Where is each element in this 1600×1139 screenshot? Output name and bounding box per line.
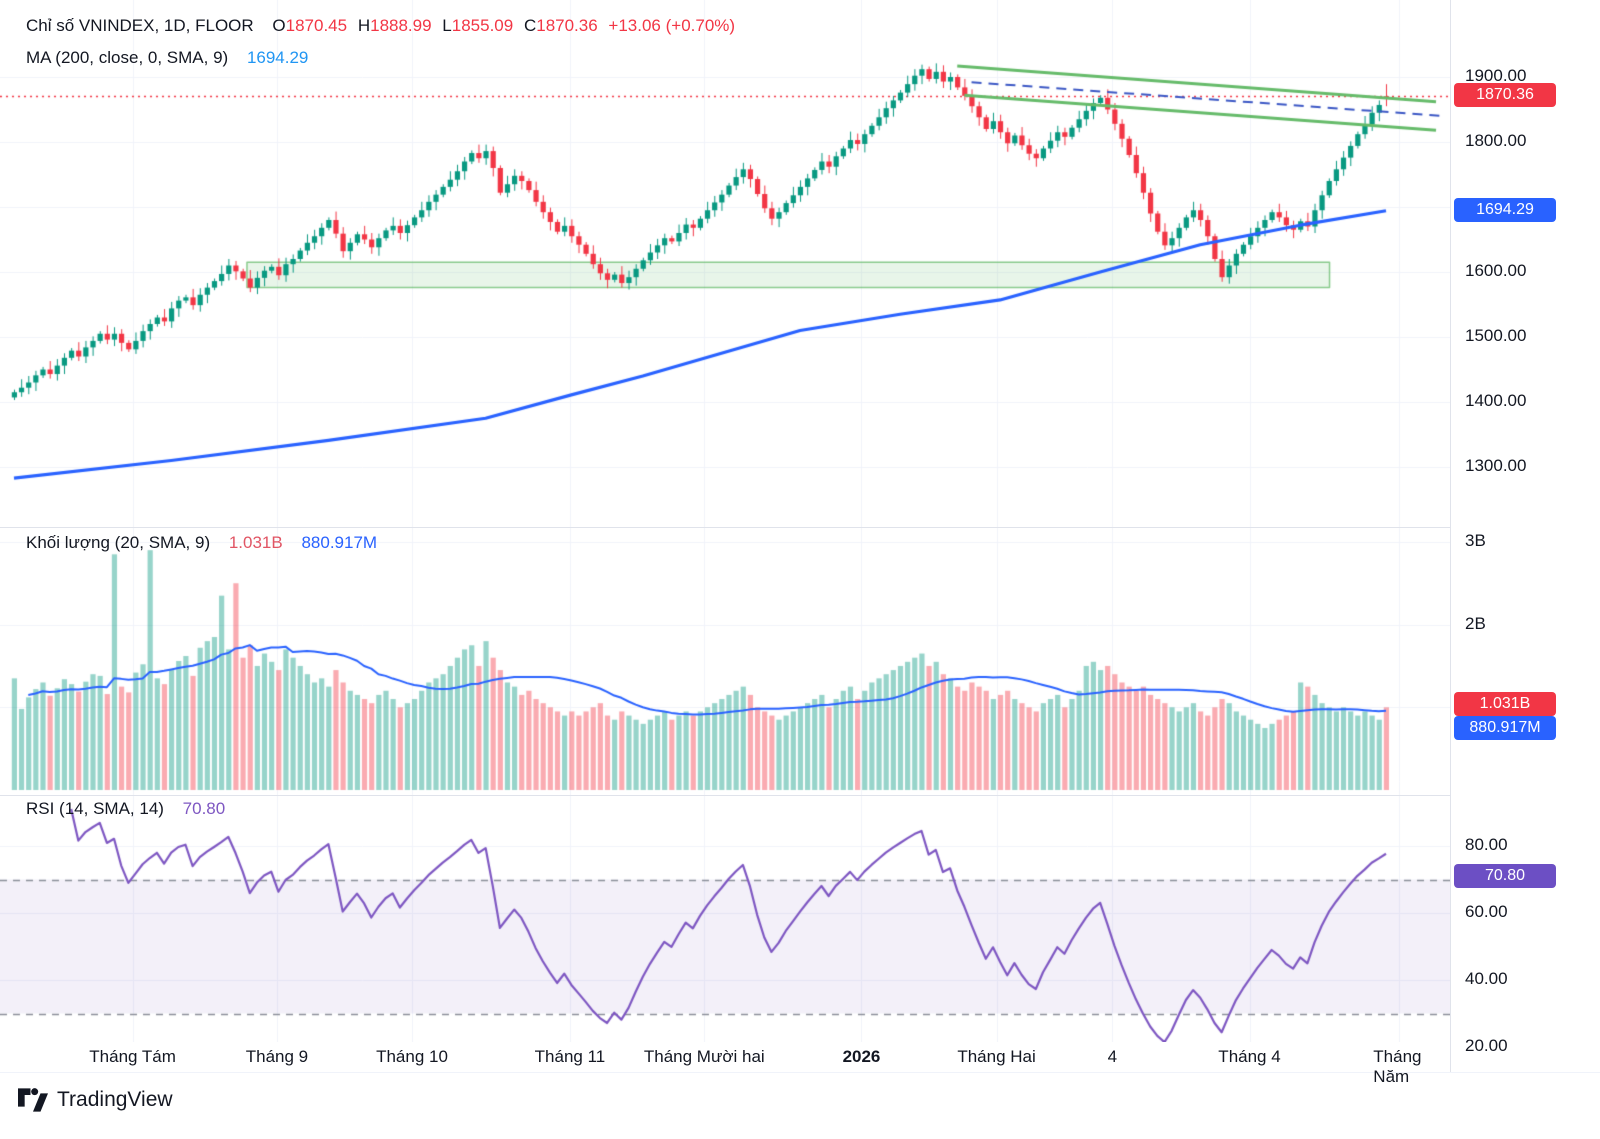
ma200-badge: 1694.29 bbox=[1454, 197, 1556, 222]
ohlc-change: +13.06 (+0.70%) bbox=[608, 16, 736, 35]
price-tick: 1900.00 bbox=[1465, 66, 1527, 85]
volume-label: Khối lượng (20, SMA, 9) bbox=[26, 533, 211, 552]
ohlc-high-value: 1888.99 bbox=[370, 16, 432, 35]
last-price-badge: 1870.36 bbox=[1454, 83, 1556, 108]
ohlc-high-label: H bbox=[357, 16, 371, 35]
ma-label: MA (200, close, 0, SMA, 9) bbox=[26, 48, 229, 67]
volume-tick: 3B bbox=[1465, 530, 1486, 550]
tradingview-logo-text: TradingView bbox=[57, 1088, 173, 1111]
volume-legend: Khối lượng (20, SMA, 9) 1.031B 880.917M bbox=[26, 533, 377, 553]
pane-separator[interactable] bbox=[0, 527, 1450, 528]
price-scale[interactable]: 1900.00 1800.00 1600.00 1500.00 1400.00 1300.… bbox=[1450, 0, 1600, 1072]
time-label: 2026 bbox=[842, 1047, 881, 1066]
rsi-tick: 60.00 bbox=[1465, 902, 1508, 921]
volume-sma9-badge: 880.917M bbox=[1454, 716, 1556, 741]
time-label: Tháng 11 bbox=[534, 1047, 606, 1066]
price-tick: 1500.00 bbox=[1465, 326, 1527, 345]
ohlc-low-label: L bbox=[442, 16, 452, 35]
volume-tick: 2B bbox=[1465, 613, 1486, 633]
time-label: 4 bbox=[1107, 1047, 1118, 1066]
tradingview-logo[interactable]: TradingView bbox=[18, 1087, 173, 1113]
time-scale[interactable]: Tháng Tám Tháng 9 Tháng 10 Tháng 11 Tháng Mư… bbox=[0, 1042, 1450, 1086]
rsi-legend: RSI (14, SMA, 14) 70.80 bbox=[26, 799, 225, 819]
ohlc-open-value: 1870.45 bbox=[285, 16, 348, 35]
ohlc-close-label: C bbox=[523, 16, 537, 35]
chart-canvas[interactable] bbox=[0, 0, 1450, 1042]
ma-legend: MA (200, close, 0, SMA, 9) 1694.29 bbox=[26, 48, 308, 68]
time-label: Tháng Năm bbox=[1373, 1047, 1422, 1086]
tradingview-logo-icon bbox=[18, 1088, 48, 1112]
time-label: Tháng 4 bbox=[1218, 1047, 1281, 1066]
ohlc-open-label: O bbox=[272, 16, 286, 35]
rsi-tick: 80.00 bbox=[1465, 835, 1508, 854]
rsi-tick: 40.00 bbox=[1465, 969, 1508, 988]
time-label: Tháng 10 bbox=[376, 1047, 448, 1066]
volume-sma20-value: 1.031B bbox=[228, 533, 283, 552]
rsi-badge: 70.80 bbox=[1454, 863, 1556, 888]
time-label: Tháng Hai bbox=[957, 1047, 1036, 1066]
footer-bar: TradingView bbox=[0, 1072, 1600, 1139]
symbol-title: Chỉ số VNINDEX, 1D, FLOOR bbox=[26, 16, 254, 35]
pane-separator[interactable] bbox=[0, 795, 1450, 796]
price-tick: 1800.00 bbox=[1465, 131, 1527, 150]
price-tick: 1600.00 bbox=[1465, 261, 1527, 280]
volume-sma9-value: 880.917M bbox=[301, 533, 378, 552]
time-label: Tháng Tám bbox=[89, 1047, 176, 1066]
ohlc-close-value: 1870.36 bbox=[536, 16, 598, 35]
rsi-value: 70.80 bbox=[182, 799, 226, 818]
ohlc-low-value: 1855.09 bbox=[451, 16, 514, 35]
time-label: Tháng Mười hai bbox=[643, 1047, 765, 1066]
time-label: Tháng 9 bbox=[245, 1047, 309, 1066]
rsi-label: RSI (14, SMA, 14) bbox=[26, 799, 164, 818]
ma-value: 1694.29 bbox=[246, 48, 309, 67]
volume-sma20-badge: 1.031B bbox=[1454, 691, 1556, 716]
rsi-tick: 20.00 bbox=[1465, 1036, 1508, 1055]
price-tick: 1300.00 bbox=[1465, 456, 1527, 475]
price-legend: Chỉ số VNINDEX, 1D, FLOOR O1870.45 H1888… bbox=[26, 16, 735, 36]
price-tick: 1400.00 bbox=[1465, 391, 1527, 410]
